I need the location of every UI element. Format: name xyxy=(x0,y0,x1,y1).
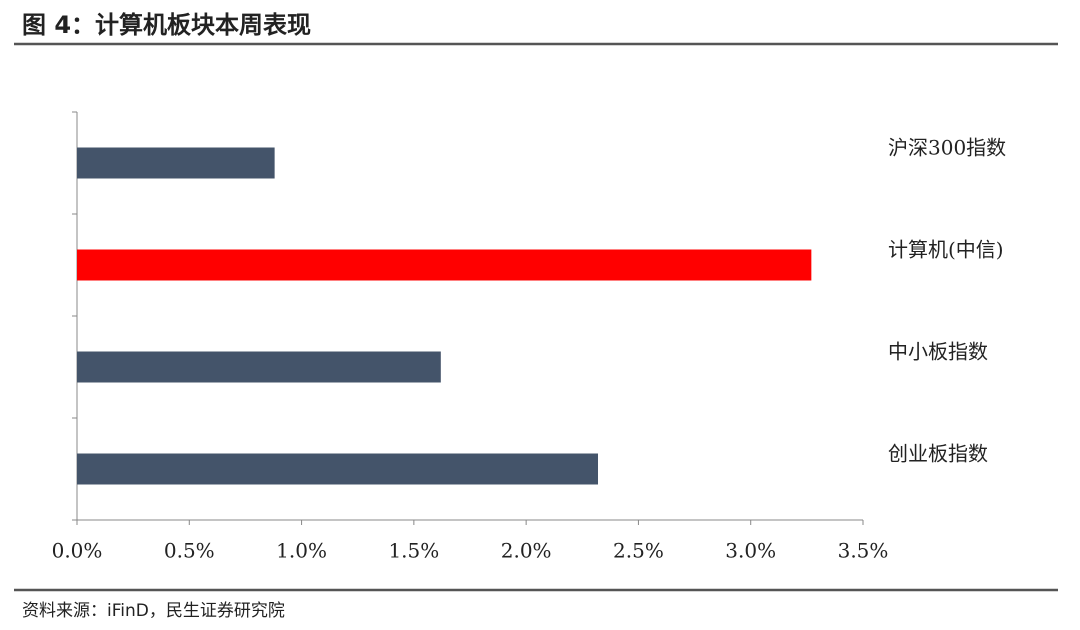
category-label: 中小板指数 xyxy=(888,340,988,364)
bar xyxy=(77,453,599,485)
category-label: 沪深300指数 xyxy=(888,136,1006,160)
x-tick-label: 1.5% xyxy=(388,539,439,563)
x-tick-label: 2.5% xyxy=(613,539,664,563)
x-tick-label: 0.0% xyxy=(52,539,103,563)
category-label: 创业板指数 xyxy=(888,442,988,466)
x-tick-label: 3.0% xyxy=(725,539,776,563)
source-note: 资料来源：iFinD，民生证券研究院 xyxy=(22,601,285,621)
x-tick-label: 0.5% xyxy=(164,539,215,563)
x-tick-label: 3.5% xyxy=(838,539,889,563)
bar xyxy=(77,147,275,179)
figure-title: 图 4：计算机板块本周表现 xyxy=(22,11,311,39)
bar xyxy=(77,249,812,281)
x-tick-label: 2.0% xyxy=(501,539,552,563)
x-tick-label: 1.0% xyxy=(276,539,327,563)
bar xyxy=(77,351,441,383)
category-label: 计算机(中信) xyxy=(888,238,1004,262)
